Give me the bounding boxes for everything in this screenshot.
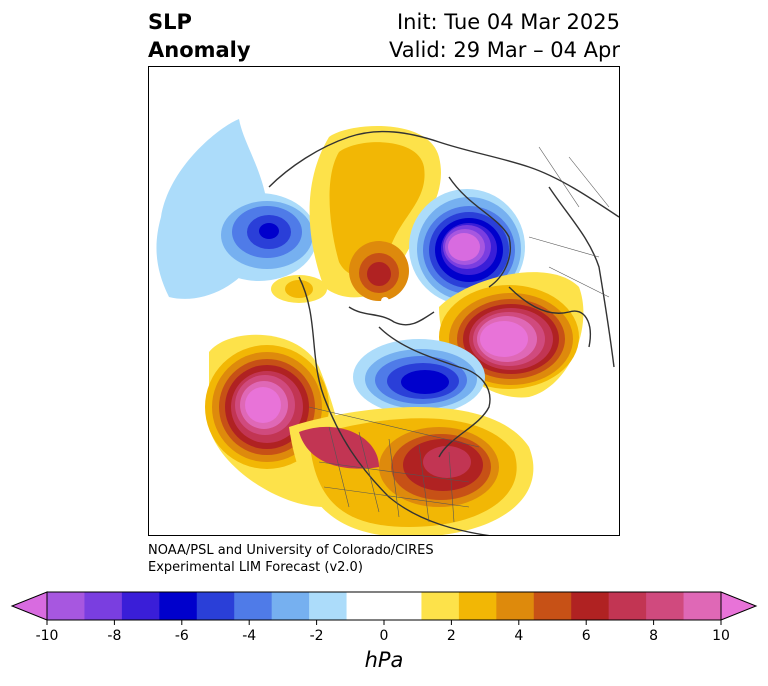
credit-text: NOAA/PSL and University of Colorado/CIRE… xyxy=(148,542,434,576)
low-anomaly-europe xyxy=(409,189,525,305)
colorbar-bin xyxy=(384,592,422,620)
colorbar-bin xyxy=(47,592,85,620)
colorbar-tick-label: 4 xyxy=(514,628,524,644)
borders xyxy=(308,146,610,523)
high-anomaly-arctic xyxy=(271,125,441,305)
init-date: Init: Tue 04 Mar 2025 xyxy=(396,10,620,34)
colorbar-tick-label: -4 xyxy=(242,628,257,644)
colorbar-bin xyxy=(646,592,685,620)
colorbar-bin xyxy=(421,592,460,620)
plot-title-left: SLP Anomaly xyxy=(148,8,251,64)
colorbar-bin xyxy=(683,592,722,620)
colorbar-tick-label: -10 xyxy=(35,628,59,644)
colorbar-bin xyxy=(234,592,273,620)
colorbar-unit: hPa xyxy=(364,648,404,672)
colorbar-tick-label: -8 xyxy=(107,628,122,644)
colorbar-bin xyxy=(271,592,310,620)
valid-range: Valid: 29 Mar – 04 Apr xyxy=(389,38,620,62)
title-type: Anomaly xyxy=(148,38,251,62)
credit-line-2: Experimental LIM Forecast (v2.0) xyxy=(148,560,363,575)
high-anomaly-eastern-us xyxy=(289,407,534,535)
colorbar-tick-label: 8 xyxy=(649,628,659,644)
colorbar-bin xyxy=(496,592,535,620)
colorbar-bin xyxy=(309,592,348,620)
colorbar-bin xyxy=(571,592,610,620)
title-variable: SLP xyxy=(148,10,192,34)
colorbar-bin xyxy=(121,592,160,620)
colorbar-extend-max xyxy=(720,591,758,621)
colorbar-bin xyxy=(346,592,385,620)
coastlines xyxy=(268,130,619,535)
colorbar-bin xyxy=(608,592,647,620)
colorbar-tick-label: 10 xyxy=(712,628,730,644)
map-canvas xyxy=(156,119,619,535)
colorbar-tick-label: 0 xyxy=(379,628,389,644)
colorbar-tick-label: -6 xyxy=(174,628,189,644)
colorbar-tick-label: -2 xyxy=(309,628,324,644)
colorbar xyxy=(10,591,758,625)
low-anomaly-pacific xyxy=(156,119,317,299)
colorbar-bin xyxy=(196,592,235,620)
plot-title-right: Init: Tue 04 Mar 2025 Valid: 29 Mar – 04… xyxy=(389,8,620,64)
colorbar-bin xyxy=(159,592,198,620)
colorbar-bin xyxy=(458,592,497,620)
colorbar-bin xyxy=(533,592,572,620)
anomaly-map xyxy=(148,66,620,536)
colorbar-tick-label: 2 xyxy=(446,628,456,644)
colorbar-extend-min xyxy=(10,591,48,621)
credit-line-1: NOAA/PSL and University of Colorado/CIRE… xyxy=(148,543,434,558)
colorbar-tick-label: 6 xyxy=(581,628,591,644)
high-anomaly-east xyxy=(439,272,584,398)
low-anomaly-canada xyxy=(353,339,485,415)
colorbar-bin xyxy=(84,592,123,620)
